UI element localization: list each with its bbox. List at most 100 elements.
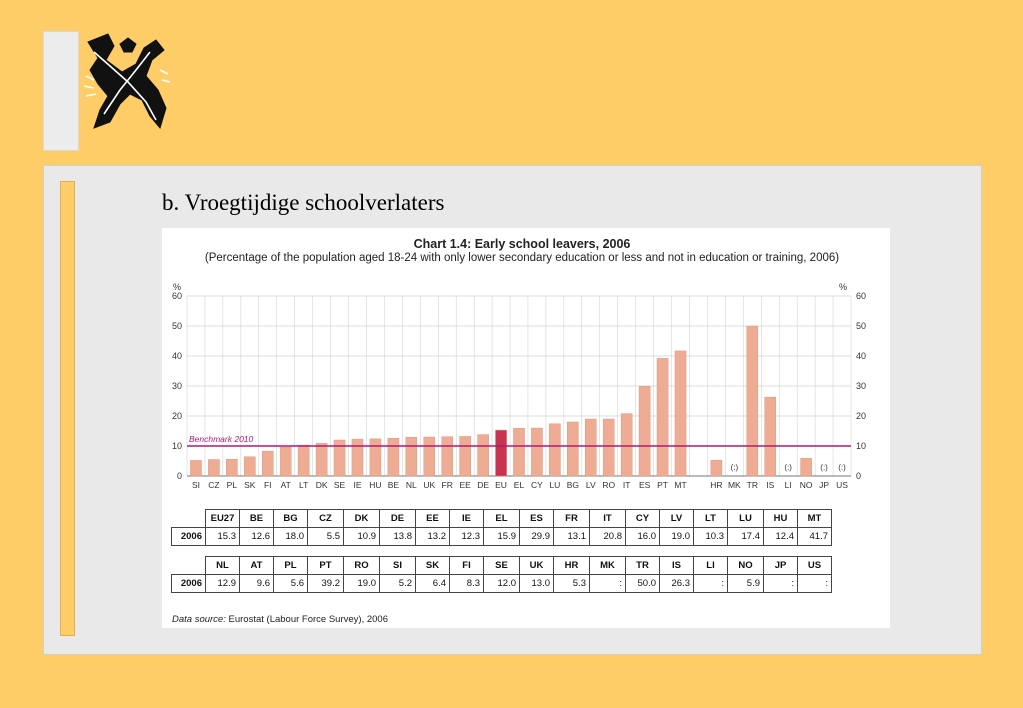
bar-el (513, 428, 525, 477)
table-value-cell: 15.9 (483, 527, 520, 546)
table-value-cell: 12.4 (763, 527, 798, 546)
table-header-cell: EU27 (205, 509, 240, 528)
table-value-cell: 5.2 (379, 574, 416, 593)
table-value-cell: : (797, 574, 832, 593)
missing-label-mk: (:) (731, 463, 739, 472)
table-row-label: 2006 (171, 527, 206, 546)
chart-subtitle: (Percentage of the population aged 18-24… (204, 252, 840, 264)
x-tick-label-ee: EE (459, 480, 471, 490)
data-source-label: Data source: (172, 614, 226, 625)
bar-se (333, 439, 346, 477)
x-tick-label-jp: JP (819, 480, 829, 490)
x-tick-label-ro: RO (602, 480, 615, 490)
table-value-cell: 12.9 (205, 574, 240, 593)
y-tick-label-right: 10 (856, 441, 866, 451)
table-header-cell: SK (415, 556, 450, 575)
table-value-cell: 18.0 (273, 527, 308, 546)
bar-fr (441, 436, 453, 477)
x-tick-label-sk: SK (244, 480, 256, 490)
table-row-label: 2006 (171, 574, 206, 593)
table-header-cell: BG (273, 509, 308, 528)
table-header-cell: NO (727, 556, 764, 575)
table-value-cell: 12.6 (239, 527, 274, 546)
table-value-cell: : (693, 574, 728, 593)
table-header-cell: TR (625, 556, 660, 575)
table-value-cell: 12.3 (449, 527, 484, 546)
bar-pl (226, 458, 238, 477)
y-tick-label-left: 60 (172, 291, 182, 301)
x-tick-label-at: AT (281, 480, 291, 490)
data-source: Data source: Eurostat (Labour Force Surv… (172, 614, 388, 625)
x-tick-label-li: LI (785, 480, 792, 490)
table-header-cell: IS (659, 556, 694, 575)
missing-label-li: (:) (784, 463, 792, 472)
x-tick-label-no: NO (800, 480, 813, 490)
x-tick-label-es: ES (639, 480, 651, 490)
x-tick-label-lu: LU (549, 480, 560, 490)
table-value-cell: 10.3 (693, 527, 728, 546)
table-header-cell: IT (589, 509, 626, 528)
bar-sk (244, 456, 256, 477)
table-value-cell: 39.2 (307, 574, 344, 593)
bar-mt (674, 350, 687, 477)
table-row: 2006 12.9 9.6 5.6 39.2 19.0 5.2 6.4 8.3 12.0 13.0 5… (171, 574, 832, 593)
table-value-cell: 5.3 (553, 574, 590, 593)
table-value-cell: 19.0 (343, 574, 380, 593)
y-tick-label-left: 20 (172, 411, 182, 421)
table-value-cell: 17.4 (727, 527, 764, 546)
y-tick-label-left: 10 (172, 441, 182, 451)
table-header-cell: FR (553, 509, 590, 528)
bar-is (764, 396, 777, 477)
table-header-cell: SE (483, 556, 520, 575)
x-tick-label-lt: LT (299, 480, 308, 490)
flemish-lion-icon (83, 33, 171, 130)
table-value-cell: : (589, 574, 626, 593)
table-header-cell: DK (343, 509, 380, 528)
x-tick-label-tr: TR (747, 480, 758, 490)
table-header-cell: LT (693, 509, 728, 528)
y-tick-label-right: 50 (856, 321, 866, 331)
table-value-cell: 5.5 (307, 527, 344, 546)
table-value-cell: 19.0 (659, 527, 694, 546)
table-value-cell: 41.7 (797, 527, 832, 546)
x-tick-label-cy: CY (531, 480, 543, 490)
bar-at (279, 446, 292, 477)
x-tick-label-el: EL (514, 480, 525, 490)
x-tick-label-is: IS (766, 480, 774, 490)
table-header-cell: NL (205, 556, 240, 575)
table-value-cell: 20.8 (589, 527, 626, 546)
table-header-row: EU27 BE BG CZ DK DE EE IE EL ES FR IT CY LV LT LU HU MT (171, 509, 832, 528)
table-corner-cell (171, 556, 206, 575)
table-value-cell: 12.0 (483, 574, 520, 593)
missing-label-jp: (:) (820, 463, 828, 472)
x-tick-label-cz: CZ (208, 480, 219, 490)
bar-de (477, 434, 489, 477)
table-header-cell: FI (449, 556, 484, 575)
table-header-cell: US (797, 556, 832, 575)
table-header-cell: EE (415, 509, 450, 528)
bar-hu (369, 438, 382, 477)
x-tick-label-dk: DK (316, 480, 328, 490)
table-header-cell: MT (797, 509, 832, 528)
x-tick-label-pt: PT (657, 480, 668, 490)
table-header-cell: DE (379, 509, 416, 528)
y-tick-label-right: 0 (856, 471, 861, 481)
x-tick-label-eu: EU (495, 480, 507, 490)
table-header-cell: LU (727, 509, 764, 528)
chart-figure: Chart 1.4: Early school leavers, 2006 (P… (162, 228, 890, 628)
table-row: 2006 15.3 12.6 18.0 5.5 10.9 13.8 13.2 12.3 15.9 2… (171, 527, 832, 546)
x-tick-label-us: US (836, 480, 848, 490)
table-header-cell: AT (239, 556, 274, 575)
table-header-cell: MK (589, 556, 626, 575)
table-value-cell: 5.9 (727, 574, 764, 593)
bar-chart: 0 0 10 10 20 20 30 30 40 40 50 50 60 60% % SI CZ PL SK FI AT… (172, 282, 866, 490)
table-header-cell: PT (307, 556, 344, 575)
slide-title: b. Vroegtijdige schoolverlaters (162, 190, 445, 215)
table-header-cell: HR (553, 556, 590, 575)
x-tick-label-se: SE (334, 480, 346, 490)
x-tick-label-it: IT (623, 480, 631, 490)
table-header-cell: SI (379, 556, 416, 575)
y-tick-label-left: 50 (172, 321, 182, 331)
bar-pt (656, 358, 669, 477)
x-tick-label-hu: HU (369, 480, 381, 490)
